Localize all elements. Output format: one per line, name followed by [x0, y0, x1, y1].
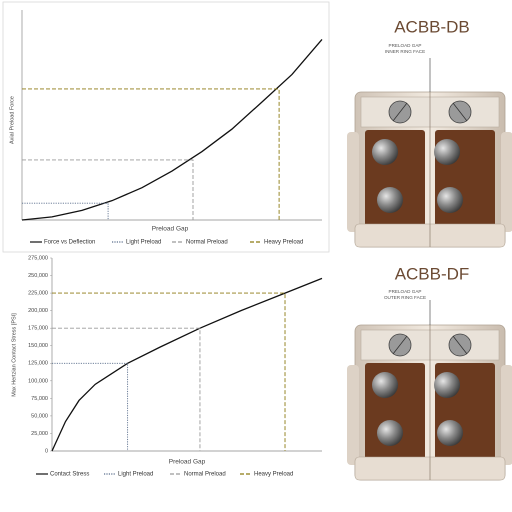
preload-line: [52, 292, 286, 451]
legend-label: Normal Preload: [186, 240, 228, 246]
legend-label: Light Preload: [126, 240, 161, 246]
preload-line: [22, 88, 280, 220]
preload-line: [22, 159, 194, 220]
legend-label: Light Preload: [118, 472, 153, 478]
legend-label: Normal Preload: [184, 472, 226, 478]
y-tick-label: 200,000: [28, 308, 48, 314]
data-line: [51, 277, 323, 452]
y-axis-label: Max Hertzian Contact Stress [PSI]: [11, 313, 17, 397]
y-tick-label: 125,000: [28, 361, 48, 367]
diagram-caption: OUTER RING FACE: [384, 295, 426, 300]
preload-line: [52, 327, 201, 451]
bearing-db-image: [346, 91, 512, 248]
data-line: [21, 38, 323, 221]
x-axis-label: Preload Gap: [152, 226, 189, 233]
bearing-df-image: [346, 324, 512, 481]
diagram-caption: INNER RING FACE: [385, 49, 425, 54]
preload-line: [52, 362, 129, 451]
legend-label: Force vs Deflection: [44, 240, 95, 246]
chart-frame: [2, 1, 330, 253]
y-tick-label: 250,000: [28, 273, 48, 279]
y-tick-label: 25,000: [31, 431, 48, 437]
diagram-caption: PRELOAD GAP: [389, 289, 422, 294]
y-tick-label: 275,000: [28, 255, 48, 261]
y-tick-label: 75,000: [31, 396, 48, 402]
diagram-caption: PRELOAD GAP: [389, 43, 422, 48]
legend-label: Contact Stress: [50, 472, 89, 478]
legend-label: Heavy Preload: [254, 472, 293, 478]
diagram-title: ACBB-DB: [394, 17, 470, 36]
y-tick-label: 100,000: [28, 378, 48, 384]
y-tick-label: 175,000: [28, 326, 48, 332]
y-tick-label: 0: [45, 448, 48, 454]
y-tick-label: 150,000: [28, 343, 48, 349]
y-tick-label: 225,000: [28, 291, 48, 297]
diagram-title: ACBB-DF: [395, 264, 470, 283]
legend-label: Heavy Preload: [264, 240, 303, 246]
x-axis-label: Preload Gap: [169, 459, 206, 466]
y-tick-label: 50,000: [31, 413, 48, 419]
y-axis-label: Axial Preload Force: [9, 96, 15, 144]
